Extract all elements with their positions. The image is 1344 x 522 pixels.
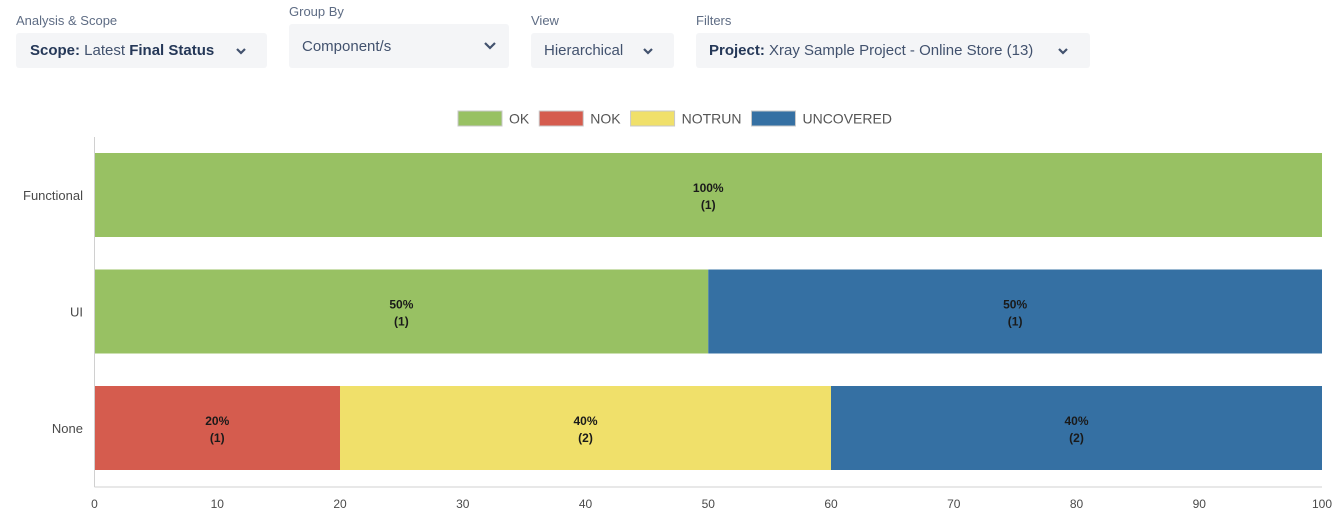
chevron-down-icon	[236, 48, 246, 55]
x-tick-label-60: 60	[824, 497, 838, 511]
chart-axes: 0 10 20 30 40 50 60 70 80 90 100	[91, 137, 1332, 511]
scope-mid: Latest	[80, 42, 130, 59]
bar-label-percent-none-uncovered: 40%	[1064, 414, 1088, 428]
chevron-down-icon	[643, 48, 653, 55]
bar-label-count-none-notrun: (2)	[578, 431, 593, 445]
bar-label-percent-none-notrun: 40%	[573, 414, 597, 428]
x-tick-label-40: 40	[579, 497, 593, 511]
filters-prefix: Project:	[709, 42, 765, 59]
legend-swatch-nok	[538, 110, 584, 127]
legend-label-ok: OK	[509, 111, 530, 127]
filters-select[interactable]: Project: Xray Sample Project - Online St…	[696, 33, 1090, 68]
category-label-ui: UI	[70, 305, 83, 320]
bar-ui-ok	[94, 269, 709, 354]
x-tick-label-90: 90	[1193, 497, 1207, 511]
bar-label-count-none-uncovered: (2)	[1069, 431, 1084, 445]
group-by-value: Component/s	[302, 37, 392, 55]
category-label-functional: Functional	[23, 188, 83, 203]
x-tick-label-10: 10	[211, 497, 225, 511]
x-tick-label-50: 50	[702, 497, 716, 511]
view-label: View	[531, 13, 559, 28]
analysis-scope-label: Analysis & Scope	[16, 13, 118, 28]
legend-swatch-notrun	[630, 110, 676, 127]
chevron-down-icon	[484, 42, 496, 50]
scope-select[interactable]: Scope: Latest Final Status	[16, 33, 267, 68]
filters-label: Filters	[696, 13, 732, 28]
legend-swatch-ok	[457, 110, 503, 127]
bar-none-notrun	[340, 386, 831, 470]
scope-value: Final Status	[129, 42, 215, 59]
bar-label-percent-ui-uncovered: 50%	[1003, 298, 1027, 312]
chart-legend: OK NOK NOTRUN UNCOVERED	[457, 110, 892, 127]
category-label-none: None	[52, 421, 83, 436]
x-tick-label-70: 70	[947, 497, 961, 511]
bar-label-count-ui-ok: (1)	[394, 315, 409, 329]
bar-ui-uncovered	[708, 269, 1322, 354]
bar-label-count-none-nok: (1)	[210, 431, 225, 445]
x-tick-label-0: 0	[91, 497, 98, 511]
chart-bars: 100% (1) Functional 50% (1) 50% (1) UI 20% (1) 40%…	[23, 153, 1322, 470]
x-tick-label-100: 100	[1312, 497, 1332, 511]
bar-none-uncovered	[831, 386, 1322, 470]
bar-label-count-functional-ok: (1)	[701, 198, 716, 212]
chevron-down-icon	[1058, 48, 1068, 55]
legend-swatch-uncovered	[750, 110, 796, 127]
scope-prefix: Scope:	[30, 42, 81, 59]
view-value: Hierarchical	[544, 42, 624, 59]
bar-functional-ok	[94, 153, 1322, 237]
x-tick-label-30: 30	[456, 497, 470, 511]
group-by-label: Group By	[289, 4, 344, 19]
bar-label-count-ui-uncovered: (1)	[1008, 315, 1023, 329]
group-by-select[interactable]: Component/s	[289, 24, 509, 68]
view-select[interactable]: Hierarchical	[531, 33, 674, 68]
legend-label-nok: NOK	[590, 111, 621, 127]
x-tick-label-80: 80	[1070, 497, 1084, 511]
bar-label-percent-ui-ok: 50%	[389, 298, 413, 312]
filters-value: Xray Sample Project - Online Store (13)	[764, 42, 1034, 59]
bar-none-nok	[94, 386, 340, 470]
x-tick-label-20: 20	[333, 497, 347, 511]
legend-label-notrun: NOTRUN	[682, 111, 742, 127]
legend-label-uncovered: UNCOVERED	[802, 111, 891, 127]
bar-label-percent-functional-ok: 100%	[693, 181, 724, 195]
bar-label-percent-none-nok: 20%	[205, 414, 229, 428]
